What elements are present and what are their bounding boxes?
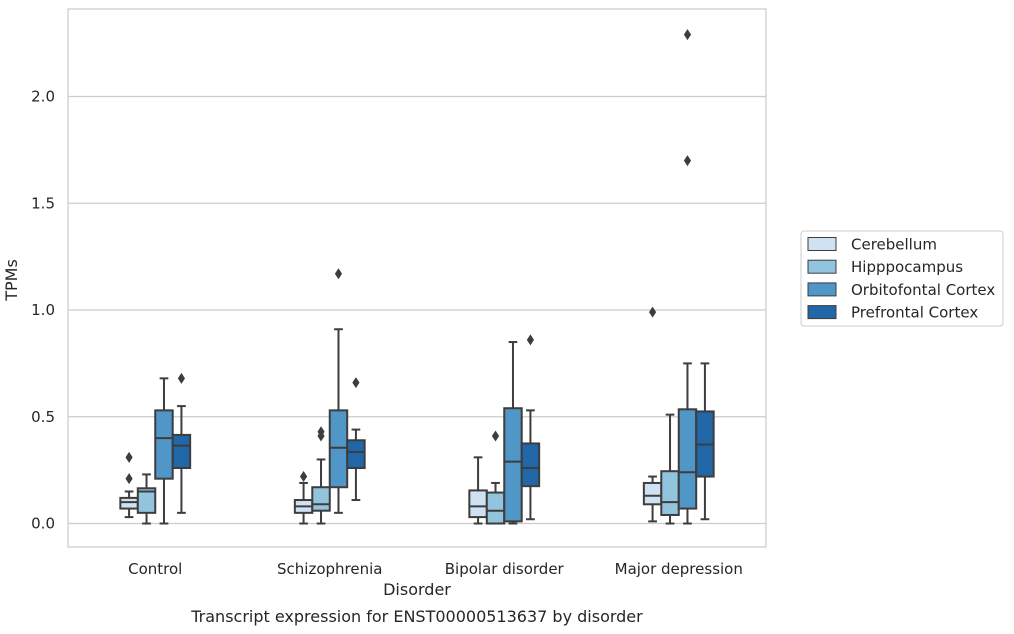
outlier-marker bbox=[648, 306, 657, 318]
box bbox=[119, 496, 139, 510]
box-group bbox=[346, 377, 366, 502]
y-tick-label: 1.0 bbox=[31, 301, 55, 319]
x-tick-label: Control bbox=[128, 560, 182, 578]
legend: Cerebellum Hipppocampus Orbitofontal Corte… bbox=[800, 230, 1004, 327]
box bbox=[468, 489, 488, 519]
gridlines bbox=[68, 95, 766, 525]
outlier-marker bbox=[317, 426, 325, 438]
legend-swatch bbox=[807, 305, 837, 320]
legend-label: Hipppocampus bbox=[851, 258, 963, 276]
box bbox=[328, 409, 349, 489]
box-group bbox=[503, 341, 523, 525]
outlier-marker bbox=[125, 473, 133, 485]
box bbox=[154, 409, 174, 480]
outlier-marker bbox=[299, 471, 308, 483]
outlier-marker bbox=[352, 377, 360, 389]
box-group bbox=[642, 306, 663, 523]
x-tick-label: Major depression bbox=[615, 560, 743, 578]
y-tick-label: 2.0 bbox=[31, 88, 55, 106]
box-group bbox=[520, 334, 541, 521]
plot-frame bbox=[67, 8, 767, 548]
legend-label: Orbitofontal Cortex bbox=[851, 281, 995, 299]
legend-swatch bbox=[807, 282, 837, 297]
box-group bbox=[171, 372, 192, 514]
x-axis-label: Disorder bbox=[383, 580, 451, 599]
box-group bbox=[677, 29, 698, 525]
legend-label: Cerebellum bbox=[851, 236, 937, 254]
y-tick-labels: 0.0 0.5 1.0 1.5 2.0 bbox=[31, 88, 55, 533]
legend-frame bbox=[800, 230, 1004, 327]
box bbox=[171, 433, 192, 470]
box-group bbox=[293, 471, 314, 525]
box bbox=[660, 470, 680, 516]
box bbox=[642, 481, 663, 506]
box-group bbox=[119, 451, 139, 519]
outlier-marker bbox=[526, 334, 535, 346]
x-tick-label: Bipolar disorder bbox=[445, 560, 565, 578]
box-group bbox=[660, 413, 680, 525]
box-group bbox=[154, 377, 174, 525]
outlier-marker bbox=[683, 155, 692, 167]
outlier-marker bbox=[177, 372, 186, 384]
box bbox=[311, 486, 331, 512]
y-tick-label: 0.0 bbox=[31, 515, 55, 533]
outlier-marker bbox=[125, 451, 133, 463]
box bbox=[677, 408, 698, 510]
box-group bbox=[485, 430, 506, 525]
box bbox=[346, 439, 366, 470]
outlier-marker bbox=[683, 29, 692, 41]
legend-swatch bbox=[807, 237, 837, 251]
y-axis-label: TPMs bbox=[2, 259, 21, 302]
outlier-marker bbox=[334, 268, 343, 280]
box-group bbox=[468, 456, 488, 525]
box bbox=[503, 407, 523, 523]
outlier-marker bbox=[491, 430, 500, 442]
x-tick-labels: Control Schizophrenia Bipolar disorder Majo… bbox=[128, 560, 743, 578]
box-group bbox=[136, 473, 157, 525]
box bbox=[136, 487, 157, 514]
chart-caption: Transcript expression for ENST0000051363… bbox=[190, 607, 643, 626]
x-tick-label: Schizophrenia bbox=[277, 560, 382, 578]
legend-swatch bbox=[807, 259, 837, 274]
box-group bbox=[311, 426, 331, 525]
y-tick-label: 0.5 bbox=[31, 408, 55, 426]
box-group bbox=[328, 268, 349, 514]
boxes-layer bbox=[119, 29, 715, 525]
legend-label: Prefrontal Cortex bbox=[851, 304, 978, 322]
y-tick-label: 1.5 bbox=[31, 194, 55, 212]
box bbox=[520, 442, 541, 488]
box bbox=[485, 491, 506, 525]
box-group bbox=[695, 362, 715, 521]
